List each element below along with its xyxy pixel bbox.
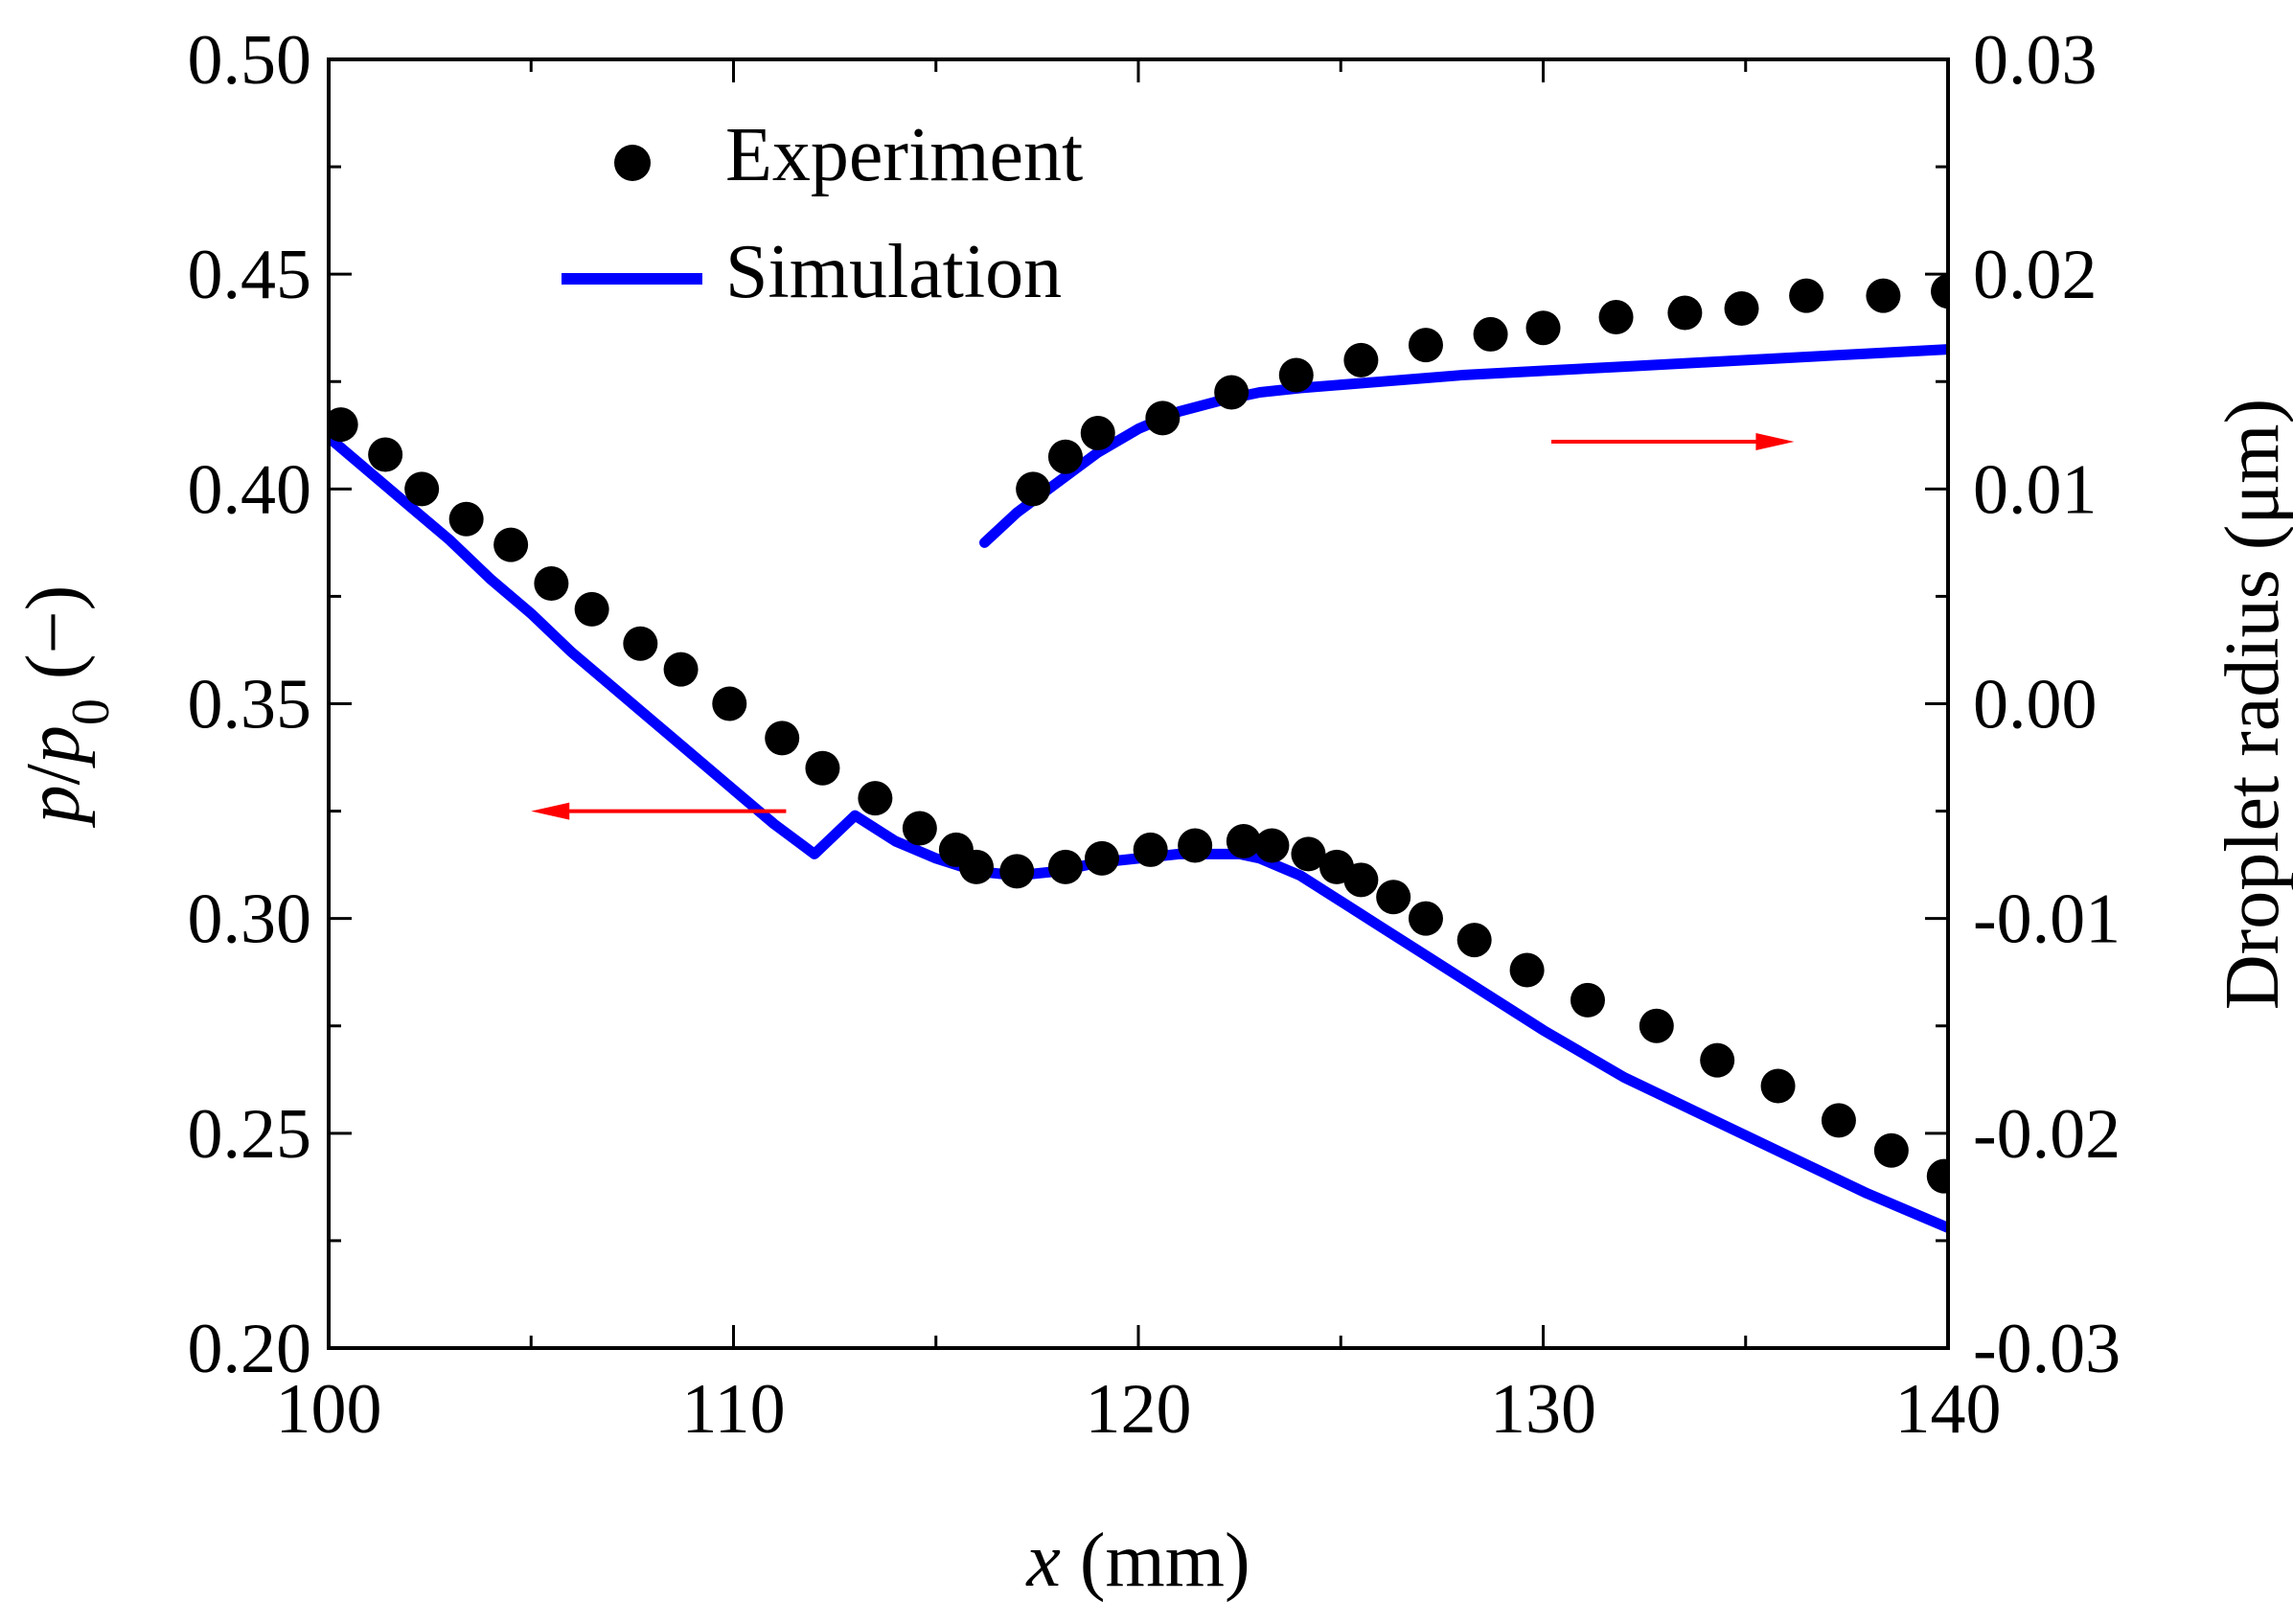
- experiment-point: [1047, 439, 1083, 474]
- experiment-point: [329, 407, 358, 443]
- experiment-point: [493, 527, 529, 562]
- experiment-point: [663, 652, 699, 687]
- experiment-point: [368, 437, 403, 472]
- legend-experiment-marker: [614, 145, 651, 181]
- experiment-point: [1408, 328, 1443, 363]
- y-right-tick-label: -0.01: [1973, 881, 2121, 959]
- tick-labels: 100 110 120 130 140 0.20 0.25 0.30 0.35 0.40 0.45 0…: [188, 21, 2121, 1449]
- y-right-tick-label: 0.03: [1973, 21, 2098, 100]
- experiment-point: [1821, 1103, 1856, 1138]
- experiment-point: [1408, 901, 1443, 936]
- legend: Experiment Simulation: [562, 113, 1083, 314]
- experiment-point: [1639, 1008, 1674, 1043]
- experiment-point: [959, 849, 994, 884]
- y-left-tick-label: 0.50: [188, 21, 312, 100]
- y-left-tick-label: 0.20: [188, 1310, 312, 1388]
- experiment-point: [1291, 836, 1326, 872]
- experiment-point: [1509, 952, 1545, 988]
- experiment-point: [1866, 278, 1901, 313]
- arrow-head: [531, 802, 570, 820]
- experiment-point: [1254, 828, 1290, 863]
- arrow-to-left-axis: [531, 802, 787, 820]
- series-markers: [329, 274, 1948, 1194]
- experiment-point: [1343, 342, 1379, 377]
- experiment-point: [1214, 375, 1250, 410]
- legend-experiment-label: Experiment: [725, 113, 1083, 197]
- experiment-point: [1047, 849, 1083, 884]
- simulation-line: [979, 344, 1948, 548]
- direction-arrows: [531, 433, 1795, 820]
- experiment-point: [448, 501, 484, 537]
- experiment-point: [1598, 300, 1634, 334]
- arrow-to-right-axis: [1550, 433, 1795, 451]
- experiment-point: [902, 811, 937, 846]
- experiment-point: [1473, 316, 1508, 352]
- x-tick-label: 100: [276, 1370, 382, 1449]
- experiment-point: [623, 626, 658, 661]
- y-right-tick-label: 0.02: [1973, 236, 2098, 314]
- experiment-point: [1178, 828, 1213, 863]
- x-tick-label: 130: [1490, 1370, 1596, 1449]
- x-axis-title: x (mm): [1025, 1519, 1250, 1603]
- experiment-point: [1226, 823, 1261, 858]
- experiment-point: [1926, 1158, 1948, 1194]
- y-left-axis-title: p/p0 (−): [11, 585, 121, 829]
- arrow-head: [1755, 433, 1795, 451]
- experiment-point: [1456, 923, 1492, 958]
- y-left-tick-label: 0.30: [188, 881, 312, 959]
- experiment-point: [1376, 880, 1411, 915]
- y-right-tick-label: -0.03: [1973, 1310, 2121, 1388]
- y-left-tick-label: 0.40: [188, 450, 312, 529]
- x-tick-label: 110: [681, 1370, 785, 1449]
- y-left-tick-label: 0.45: [188, 236, 312, 314]
- experiment-point: [1016, 471, 1051, 507]
- experiment-point: [1145, 400, 1181, 436]
- y-right-axis-title: Droplet radius (μm): [2211, 399, 2293, 1010]
- experiment-point: [1343, 862, 1379, 898]
- simulation-line: [329, 432, 1948, 1233]
- x-tick-label: 120: [1086, 1370, 1192, 1449]
- experiment-point: [1667, 295, 1703, 331]
- experiment-point: [1873, 1132, 1909, 1168]
- plot-frame: [327, 57, 1950, 1350]
- experiment-point: [1931, 274, 1948, 309]
- experiment-point: [1724, 291, 1759, 327]
- y-left-tick-label: 0.25: [188, 1095, 312, 1174]
- experiment-point: [765, 721, 800, 756]
- experiment-point: [1570, 982, 1605, 1018]
- y-right-tick-label: 0.01: [1973, 450, 2098, 529]
- experiment-point: [858, 781, 893, 816]
- legend-simulation-label: Simulation: [725, 230, 1062, 314]
- y-left-tick-label: 0.35: [188, 666, 312, 744]
- experiment-point: [574, 591, 609, 627]
- experiment-point: [1760, 1068, 1796, 1104]
- experiment-point: [404, 471, 440, 507]
- experiment-point: [1525, 310, 1561, 346]
- experiment-point: [805, 750, 840, 786]
- series-lines: [329, 344, 1948, 1233]
- experiment-point: [999, 854, 1035, 889]
- experiment-point: [1133, 832, 1168, 867]
- x-tick-label: 140: [1895, 1370, 2002, 1449]
- plot-area: [329, 274, 1948, 1233]
- y-right-tick-label: 0.00: [1973, 666, 2098, 744]
- experiment-point: [1700, 1042, 1735, 1078]
- experiment-point: [1084, 840, 1119, 876]
- experiment-point: [712, 686, 747, 721]
- experiment-point: [1789, 278, 1824, 313]
- experiment-point: [534, 565, 569, 601]
- y-right-tick-label: -0.02: [1973, 1095, 2121, 1174]
- axis-ticks: [327, 57, 1950, 1350]
- experiment-point: [1080, 416, 1115, 451]
- experiment-point: [1278, 357, 1314, 393]
